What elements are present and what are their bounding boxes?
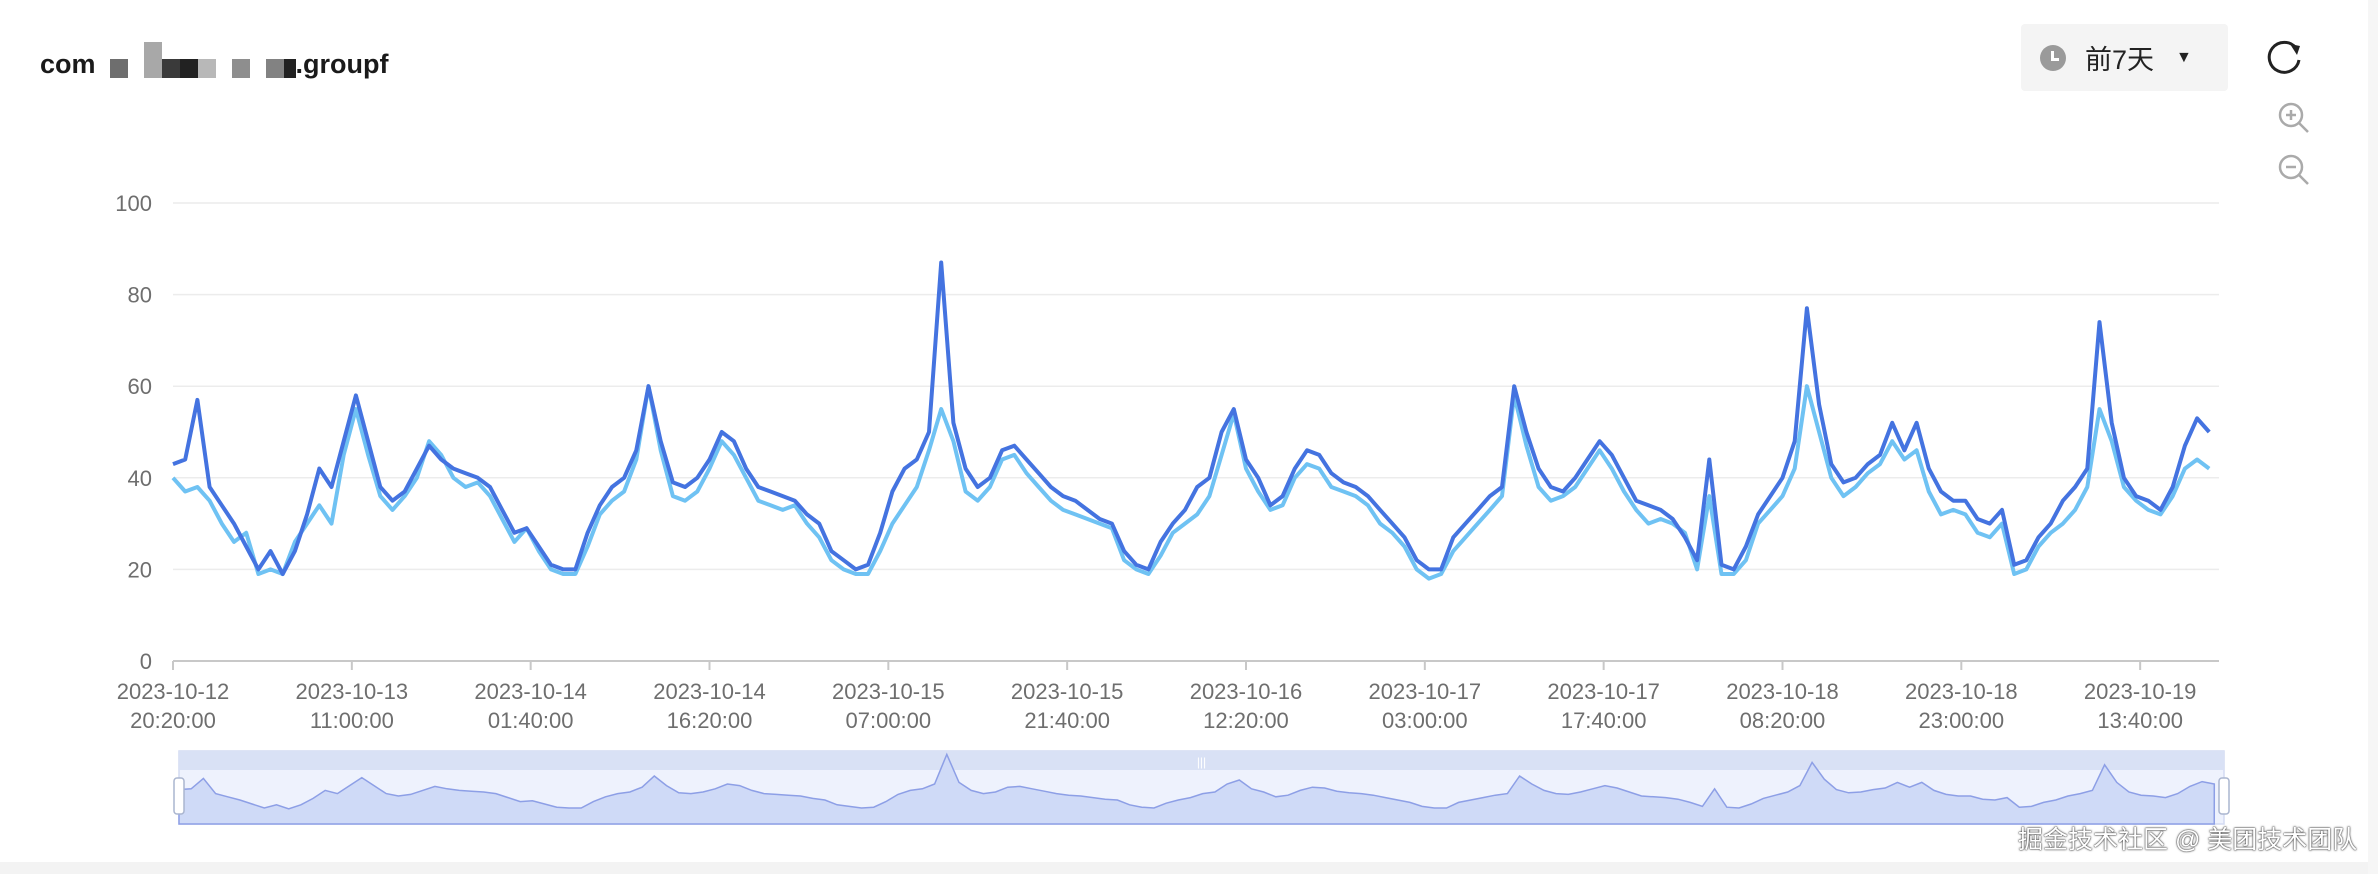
- x-tick-time: 11:00:00: [310, 708, 394, 733]
- slider-right-handle[interactable]: [2218, 777, 2230, 815]
- slider-preview-area: [178, 752, 2216, 825]
- x-tick-date: 2023-10-16: [1190, 679, 1303, 704]
- time-range-label: 前7天: [2085, 45, 2155, 75]
- x-tick-date: 2023-10-17: [1547, 679, 1660, 704]
- zoom-in-icon[interactable]: [2276, 100, 2312, 136]
- source-watermark: 掘金技术社区 @ 美团技术团队: [2018, 826, 2358, 854]
- refresh-icon[interactable]: [2262, 36, 2306, 80]
- x-tick-date: 2023-10-12: [117, 679, 230, 704]
- x-tick-time: 01:40:00: [488, 708, 574, 733]
- x-tick-time: 21:40:00: [1024, 708, 1110, 733]
- redaction-block: [109, 59, 128, 78]
- y-tick-label: 100: [115, 191, 152, 216]
- zoom-out-icon[interactable]: [2276, 152, 2312, 188]
- x-tick-time: 23:00:00: [1918, 708, 2004, 733]
- title-prefix: com: [40, 49, 96, 79]
- redaction-block: [197, 59, 216, 78]
- slider-left-handle[interactable]: [173, 777, 185, 815]
- x-tick-date: 2023-10-19: [2084, 679, 2197, 704]
- x-tick-time: 20:20:00: [130, 708, 216, 733]
- page-bottom-edge: [0, 862, 2378, 874]
- slider-grip-icon[interactable]: |||: [1197, 755, 1206, 769]
- redaction-block: [231, 59, 250, 78]
- x-tick-time: 13:40:00: [2097, 708, 2183, 733]
- clock-icon: [2040, 44, 2066, 71]
- x-tick-time: 03:00:00: [1382, 708, 1468, 733]
- series-line-1: [172, 260, 2211, 576]
- redaction-block: [283, 59, 296, 78]
- caret-down-icon: ▼: [2176, 48, 2192, 66]
- x-tick-time: 08:20:00: [1740, 708, 1826, 733]
- y-tick-label: 80: [128, 283, 152, 308]
- y-tick-label: 40: [128, 466, 152, 491]
- x-tick-date: 2023-10-14: [653, 679, 766, 704]
- x-tick-time: 12:20:00: [1203, 708, 1289, 733]
- redaction-block: [265, 59, 284, 78]
- x-tick-time: 17:40:00: [1561, 708, 1647, 733]
- x-tick-date: 2023-10-15: [1011, 679, 1124, 704]
- redaction-block: [161, 59, 180, 78]
- x-tick-date: 2023-10-17: [1369, 679, 1482, 704]
- x-tick-date: 2023-10-15: [832, 679, 945, 704]
- redaction-block: [179, 59, 198, 78]
- title-suffix: .groupf: [295, 49, 389, 79]
- x-tick-time: 16:20:00: [667, 708, 753, 733]
- slider-move-bar[interactable]: [179, 751, 2224, 770]
- x-tick-date: 2023-10-13: [296, 679, 409, 704]
- x-tick-date: 2023-10-18: [1726, 679, 1839, 704]
- redaction-block: [143, 42, 162, 78]
- y-tick-label: 20: [128, 557, 152, 582]
- series-line-2: [171, 384, 2211, 581]
- time-range-dropdown[interactable]: 前7天 ▼: [2021, 24, 2228, 91]
- metric-title: com .groupf: [40, 42, 389, 80]
- x-tick-date: 2023-10-14: [474, 679, 587, 704]
- y-tick-label: 60: [128, 374, 152, 399]
- x-tick-date: 2023-10-18: [1905, 679, 2018, 704]
- page-right-edge: [2368, 0, 2378, 874]
- y-tick-label: 0: [140, 649, 152, 674]
- x-tick-time: 07:00:00: [846, 708, 932, 733]
